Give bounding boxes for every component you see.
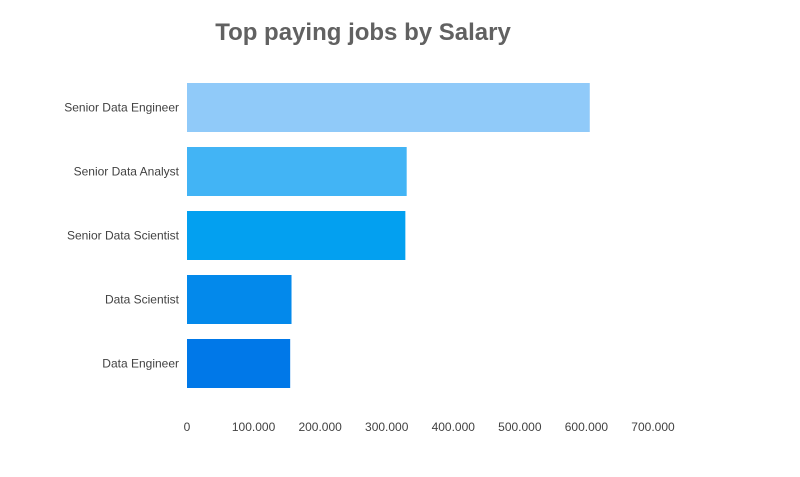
chart-title: Top paying jobs by Salary <box>215 19 511 46</box>
category-label: Senior Data Engineer <box>64 101 179 115</box>
x-tick-label: 500.000 <box>498 420 542 434</box>
x-tick-label: 300.000 <box>365 420 409 434</box>
category-label: Data Scientist <box>105 293 180 307</box>
x-tick-label: 200.000 <box>298 420 342 434</box>
category-label: Senior Data Scientist <box>67 229 180 243</box>
category-label: Data Engineer <box>102 357 179 371</box>
x-tick-label: 700.000 <box>631 420 675 434</box>
bar-senior-data-engineer[interactable] <box>187 83 590 132</box>
x-axis-ticks-group: 0 100.000 200.000 300.000 400.000 500.000 600.… <box>184 420 675 434</box>
bar-senior-data-scientist[interactable] <box>187 211 406 260</box>
bars-group <box>187 83 590 388</box>
x-tick-label: 0 <box>184 420 191 434</box>
bar-senior-data-analyst[interactable] <box>187 147 407 196</box>
category-labels-group: Senior Data Engineer Senior Data Analyst S… <box>64 101 179 371</box>
x-tick-label: 400.000 <box>432 420 476 434</box>
x-tick-label: 100.000 <box>232 420 276 434</box>
bar-data-scientist[interactable] <box>187 275 292 324</box>
x-tick-label: 600.000 <box>565 420 609 434</box>
category-label: Senior Data Analyst <box>74 165 180 179</box>
bar-data-engineer[interactable] <box>187 339 291 388</box>
